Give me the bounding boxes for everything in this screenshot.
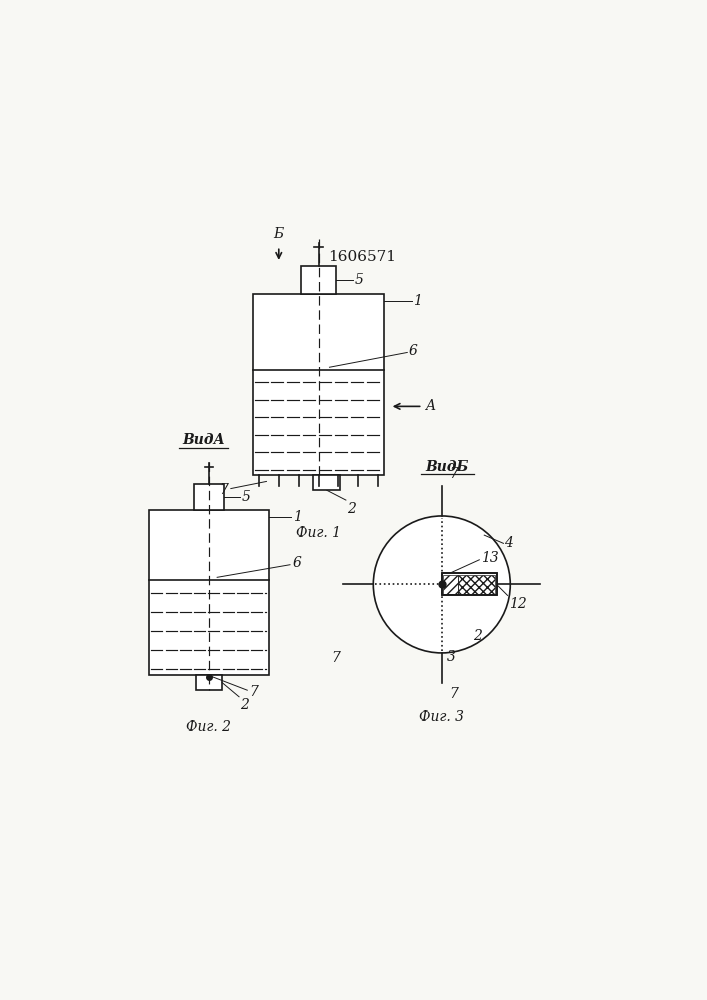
Text: 7: 7 xyxy=(450,467,458,481)
Bar xyxy=(442,573,496,595)
Text: 5: 5 xyxy=(242,490,251,504)
Bar xyxy=(196,675,222,690)
Text: ВидБ: ВидБ xyxy=(426,460,469,474)
Bar xyxy=(458,575,496,594)
Bar xyxy=(194,484,224,510)
Bar xyxy=(313,475,341,490)
Bar xyxy=(253,294,385,475)
Text: 12: 12 xyxy=(508,597,527,611)
Text: 1: 1 xyxy=(293,510,302,524)
Bar xyxy=(300,266,337,294)
Text: 2: 2 xyxy=(472,629,481,643)
Circle shape xyxy=(373,516,510,653)
Text: 7: 7 xyxy=(219,483,228,497)
Text: ВидА: ВидА xyxy=(182,433,225,447)
Text: Фиг. 3: Фиг. 3 xyxy=(419,710,464,724)
Text: 5: 5 xyxy=(354,273,363,287)
Text: 6: 6 xyxy=(292,556,301,570)
Text: 2: 2 xyxy=(240,698,249,712)
Text: 7: 7 xyxy=(249,685,258,699)
Text: 6: 6 xyxy=(409,344,418,358)
Text: 1606571: 1606571 xyxy=(328,250,397,264)
Text: 13: 13 xyxy=(481,551,498,565)
Text: 2: 2 xyxy=(348,502,356,516)
Text: 3: 3 xyxy=(448,650,456,664)
Bar xyxy=(442,573,496,595)
Text: 4: 4 xyxy=(505,536,513,550)
Bar xyxy=(443,575,457,594)
Text: 1: 1 xyxy=(414,294,422,308)
Text: 7: 7 xyxy=(332,651,341,665)
Text: 7: 7 xyxy=(450,687,458,701)
Bar xyxy=(148,510,269,675)
Text: Фиг. 2: Фиг. 2 xyxy=(187,720,231,734)
Text: Фиг. 1: Фиг. 1 xyxy=(296,526,341,540)
Text: Б: Б xyxy=(274,227,284,241)
Text: A: A xyxy=(426,399,436,413)
